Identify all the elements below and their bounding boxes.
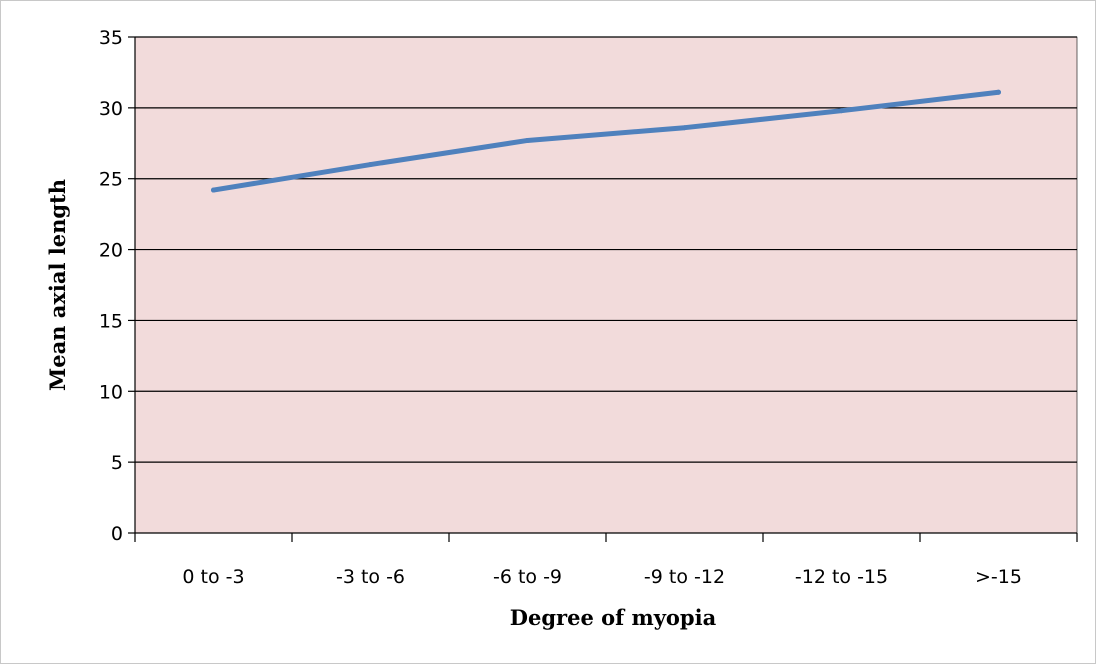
y-tick-label: 0 [111,523,123,545]
series-line-0 [211,89,1001,193]
y-tick-label: 10 [99,381,123,403]
data-point [682,125,687,131]
x-tick-label: >-15 [975,566,1022,588]
x-tick-labels: 0 to -3 -3 to -6 -6 to -9 -9 to -12 -12 to -… [134,533,1078,588]
x-tick-label: -6 to -9 [493,566,562,588]
series-lines [211,89,1001,193]
plot-area [134,36,1078,534]
y-tick-label: 15 [99,310,123,332]
y-tick-label: 35 [99,27,123,49]
y-tick-labels: 0 5 10 15 20 25 30 35 [99,27,135,545]
x-tick-label: 0 to -3 [182,566,244,588]
data-point [839,108,844,114]
x-tick-label: -3 to -6 [336,566,405,588]
x-tick-label: -9 to -12 [644,566,725,588]
y-tick-label: 20 [99,240,123,262]
data-point [996,89,1001,95]
data-point [368,162,373,168]
y-tick-label: 25 [99,169,123,191]
data-point [525,137,530,143]
y-tick-label: 30 [99,98,123,120]
x-axis-title: Degree of myopia [510,605,717,630]
y-tick-label: 5 [111,452,123,474]
y-axis-title: Mean axial length [45,179,70,391]
x-tick-label: -12 to -15 [795,566,888,588]
data-point [211,187,216,193]
